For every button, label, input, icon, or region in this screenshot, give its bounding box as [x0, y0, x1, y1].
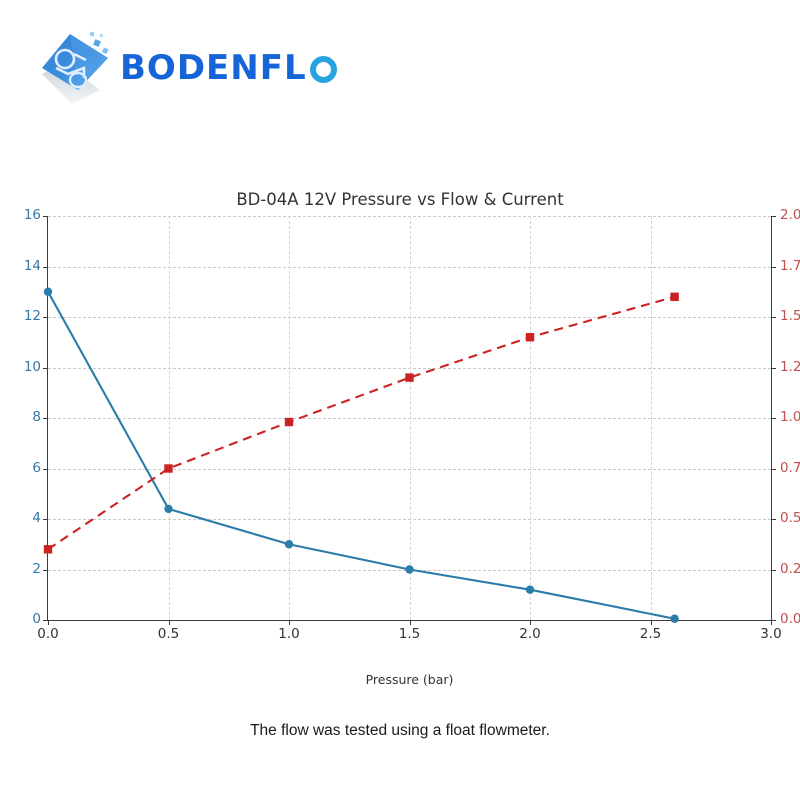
y-axis-right-tick-label: 1.50 [780, 308, 800, 324]
x-axis-tick [650, 620, 652, 625]
y-axis-right-tick-label: 1.25 [780, 358, 800, 375]
data-point-square-marker [164, 464, 173, 473]
data-point-circle-marker [164, 504, 173, 514]
y-axis-right-tick-label: 0.75 [780, 459, 800, 476]
figure-caption: The flow was tested using a float flowme… [250, 722, 550, 739]
series-flow [43, 287, 679, 623]
x-axis-tick-label: 0.0 [37, 626, 59, 642]
y-axis-left-tick [43, 468, 48, 470]
y-axis-left-tick-label: 8 [32, 409, 41, 425]
data-point-square-marker [43, 545, 53, 554]
data-point-square-marker [525, 333, 535, 342]
y-axis-left-tick [43, 216, 48, 217]
data-point-square-marker [284, 417, 294, 427]
y-axis-left-tick-label: 12 [23, 308, 41, 324]
chart-title: BD-04A 12V Pressure vs Flow & Current [236, 190, 564, 209]
y-axis-left-tick-label: 16 [23, 207, 41, 223]
series-line [47, 295, 675, 551]
series-line [47, 291, 675, 620]
y-axis-left-tick-label: 0 [32, 611, 41, 627]
data-point-circle-marker [43, 287, 53, 296]
x-axis-tick-label: 2.0 [519, 626, 541, 642]
y-axis-right-tick-label: 0.50 [780, 510, 800, 526]
chart-container: BD-04A 12V Pressure vs Flow & Current 0 2… [0, 180, 800, 687]
y-axis-left-tick [43, 367, 48, 369]
data-point-circle-marker [670, 614, 679, 623]
brand-logo: BODENFL [34, 28, 337, 108]
data-point-circle-marker [525, 585, 535, 594]
x-axis-tick-label: 3.0 [760, 626, 782, 642]
x-axis-tick [530, 620, 531, 625]
y-axis-left-tick [43, 519, 48, 520]
y-axis-right-tick [771, 317, 776, 318]
y-axis-left-tick [43, 620, 48, 621]
data-point-square-marker [405, 373, 414, 382]
y-axis-left-tick [43, 569, 48, 571]
brand-name-accent-o-icon [309, 55, 337, 83]
y-axis-left-tick-label: 4 [32, 510, 41, 526]
data-point-square-marker [670, 292, 679, 301]
x-axis-tick-label: 1.5 [398, 626, 421, 642]
y-axis-right-tick-label: 1.75 [780, 257, 800, 274]
brand-name-main: BODENFL [120, 48, 307, 88]
y-axis-right-tick [771, 216, 776, 217]
x-axis-tick-label: 1.0 [278, 626, 300, 642]
y-axis-right-tick [771, 519, 776, 520]
data-point-circle-marker [405, 565, 414, 574]
x-axis-tick-label: 0.5 [157, 626, 180, 642]
y-axis-right-tick [771, 266, 776, 268]
x-axis-tick [48, 620, 49, 625]
y-axis-right-tick-label: 0.25 [780, 560, 800, 577]
y-axis-right-tick [771, 367, 776, 369]
bodenflo-diamond-logo-icon [34, 28, 118, 108]
y-axis-right-tick [771, 620, 776, 621]
y-axis-left-tick [43, 266, 48, 268]
x-axis-tick [409, 620, 411, 625]
x-axis-tick [168, 620, 170, 625]
brand-wordmark: BODENFL [120, 51, 337, 85]
series-current [43, 292, 679, 554]
y-axis-right-tick-label: 0.00 [780, 611, 800, 627]
y-axis-left-tick [43, 418, 48, 419]
y-axis-right-tick [771, 569, 776, 571]
y-axis-right-tick-label: 1.00 [780, 409, 800, 425]
y-axis-left-tick-label: 10 [23, 358, 41, 375]
y-axis-left-tick-label: 6 [32, 459, 41, 476]
x-axis-tick [289, 620, 290, 625]
x-axis-tick [771, 620, 772, 625]
y-axis-left-tick [43, 317, 48, 318]
x-axis-tick-label: 2.5 [639, 626, 662, 642]
data-point-circle-marker [284, 540, 294, 549]
data-series-layer [43, 287, 679, 623]
x-axis-title: Pressure (bar) [365, 672, 454, 687]
y-axis-right-tick [771, 418, 776, 419]
y-axis-left-tick-label: 14 [23, 257, 41, 274]
y-axis-right-tick [771, 468, 776, 470]
plot-area: 0 2 4 6 8 10 12 14 16 0.00 0.25 0.50 0.75 1.00 1.25 1.5… [24, 207, 800, 687]
y-axis-left-tick-label: 2 [32, 560, 41, 577]
y-axis-right-tick-label: 2.00 [780, 207, 800, 223]
